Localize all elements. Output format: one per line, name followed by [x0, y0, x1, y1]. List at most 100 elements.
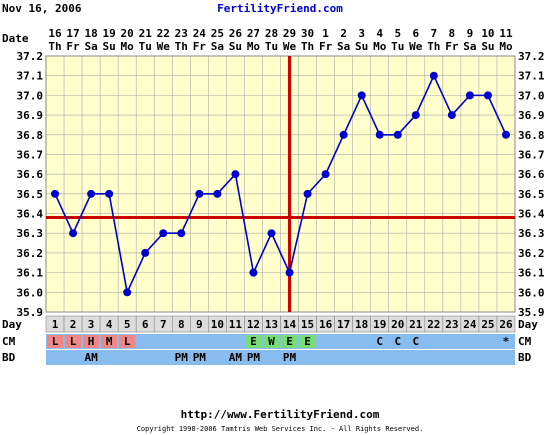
day-number: 22 [427, 318, 440, 331]
weekday-label: Th [301, 40, 314, 53]
weekday-label: Sa [463, 40, 476, 53]
cm-cell [101, 335, 118, 348]
cm-row [46, 334, 515, 349]
cm-value: E [250, 335, 257, 348]
y-tick-label-left: 36.9 [17, 109, 44, 122]
temperature-point [123, 288, 132, 297]
temperature-point [285, 268, 294, 277]
temperature-point [303, 189, 312, 198]
y-tick-label-right: 36.4 [518, 208, 545, 221]
y-tick-label-left: 36.0 [17, 286, 44, 299]
date-label: 17 [66, 27, 79, 40]
date-label: 30 [301, 27, 314, 40]
day-number: 21 [409, 318, 423, 331]
day-number: 1 [52, 318, 59, 331]
cm-value: L [70, 335, 77, 348]
temperature-point [51, 189, 60, 198]
date-label: 16 [48, 27, 62, 40]
date-label: 20 [121, 27, 134, 40]
y-tick-label-left: 36.7 [17, 148, 44, 161]
weekday-label: Tu [391, 40, 404, 53]
weekday-label: Su [481, 40, 494, 53]
temperature-point [375, 130, 384, 139]
date-label: 10 [481, 27, 494, 40]
temperature-point [483, 91, 492, 100]
bd-row-label-right: BD [518, 351, 532, 364]
bd-value: PM [175, 351, 189, 364]
weekday-label: Su [355, 40, 368, 53]
temperature-point [393, 130, 402, 139]
day-number: 18 [355, 318, 368, 331]
temperature-point [141, 248, 150, 257]
date-label: 1 [322, 27, 329, 40]
cm-cell [281, 335, 298, 348]
day-number: 26 [499, 318, 513, 331]
weekday-label: Sa [84, 40, 97, 53]
temperature-point [267, 229, 276, 238]
y-tick-label-left: 36.6 [17, 168, 44, 181]
weekday-label: Fr [319, 40, 333, 53]
weekday-label: Sa [337, 40, 350, 53]
cm-value: C [412, 335, 419, 348]
day-number: 16 [319, 318, 333, 331]
cm-value: M [106, 335, 113, 348]
date-label: 21 [139, 27, 153, 40]
date-label: 26 [229, 27, 243, 40]
day-number: 4 [106, 318, 113, 331]
bd-value: AM [84, 351, 98, 364]
weekday-label: Fr [193, 40, 207, 53]
temperature-point [249, 268, 258, 277]
cm-value: E [286, 335, 293, 348]
day-number: 15 [301, 318, 314, 331]
day-number: 11 [229, 318, 243, 331]
y-tick-label-right: 36.1 [518, 267, 545, 280]
date-label: 28 [265, 27, 278, 40]
temperature-point [69, 229, 78, 238]
y-tick-label-right: 36.5 [518, 188, 545, 201]
date-label: 29 [283, 27, 296, 40]
weekday-label: Th [48, 40, 61, 53]
site-link[interactable]: FertilityFriend.com [217, 2, 343, 15]
footer-url[interactable]: http://www.FertilityFriend.com [180, 408, 380, 421]
cm-cell [245, 335, 262, 348]
temperature-point [159, 229, 168, 238]
cm-cell [119, 335, 136, 348]
temperature-point [447, 111, 456, 120]
y-tick-label-left: 36.3 [17, 227, 44, 240]
cm-value: L [124, 335, 131, 348]
date-label: 5 [394, 27, 401, 40]
y-tick-label-right: 36.0 [518, 286, 545, 299]
cm-row-label-right: CM [518, 335, 532, 348]
temperature-point [357, 91, 366, 100]
weekday-label: Fr [445, 40, 459, 53]
weekday-label: Th [427, 40, 440, 53]
chart-date: Nov 16, 2006 [2, 2, 82, 15]
weekday-label: Fr [66, 40, 80, 53]
weekday-label: We [409, 40, 423, 53]
fertility-chart: 35.9 35.9 36.0 36.0 36.1 36.1 36.2 36.2 36.3 36.3… [2, 27, 545, 365]
day-number: 20 [391, 318, 404, 331]
day-number: 12 [247, 318, 260, 331]
cm-cell [263, 335, 280, 348]
date-label: 8 [449, 27, 456, 40]
day-number: 6 [142, 318, 149, 331]
temperature-line [54, 73, 507, 295]
cm-row-label: CM [2, 335, 16, 348]
cm-cell [83, 335, 100, 348]
cm-value: * [503, 335, 510, 348]
y-tick-label-right: 36.9 [518, 109, 545, 122]
date-label: 3 [358, 27, 365, 40]
temperature-point [429, 71, 438, 80]
temperature-point [177, 229, 186, 238]
weekday-label: Tu [265, 40, 278, 53]
day-number: 3 [88, 318, 95, 331]
weekday-label: Su [103, 40, 116, 53]
weekday-label: Su [229, 40, 242, 53]
day-number: 23 [445, 318, 458, 331]
weekday-label: Mo [499, 40, 513, 53]
date-label: 22 [157, 27, 170, 40]
date-label: 19 [103, 27, 116, 40]
y-tick-label-right: 36.6 [518, 168, 545, 181]
temperature-point [465, 91, 474, 100]
date-label: 7 [431, 27, 438, 40]
